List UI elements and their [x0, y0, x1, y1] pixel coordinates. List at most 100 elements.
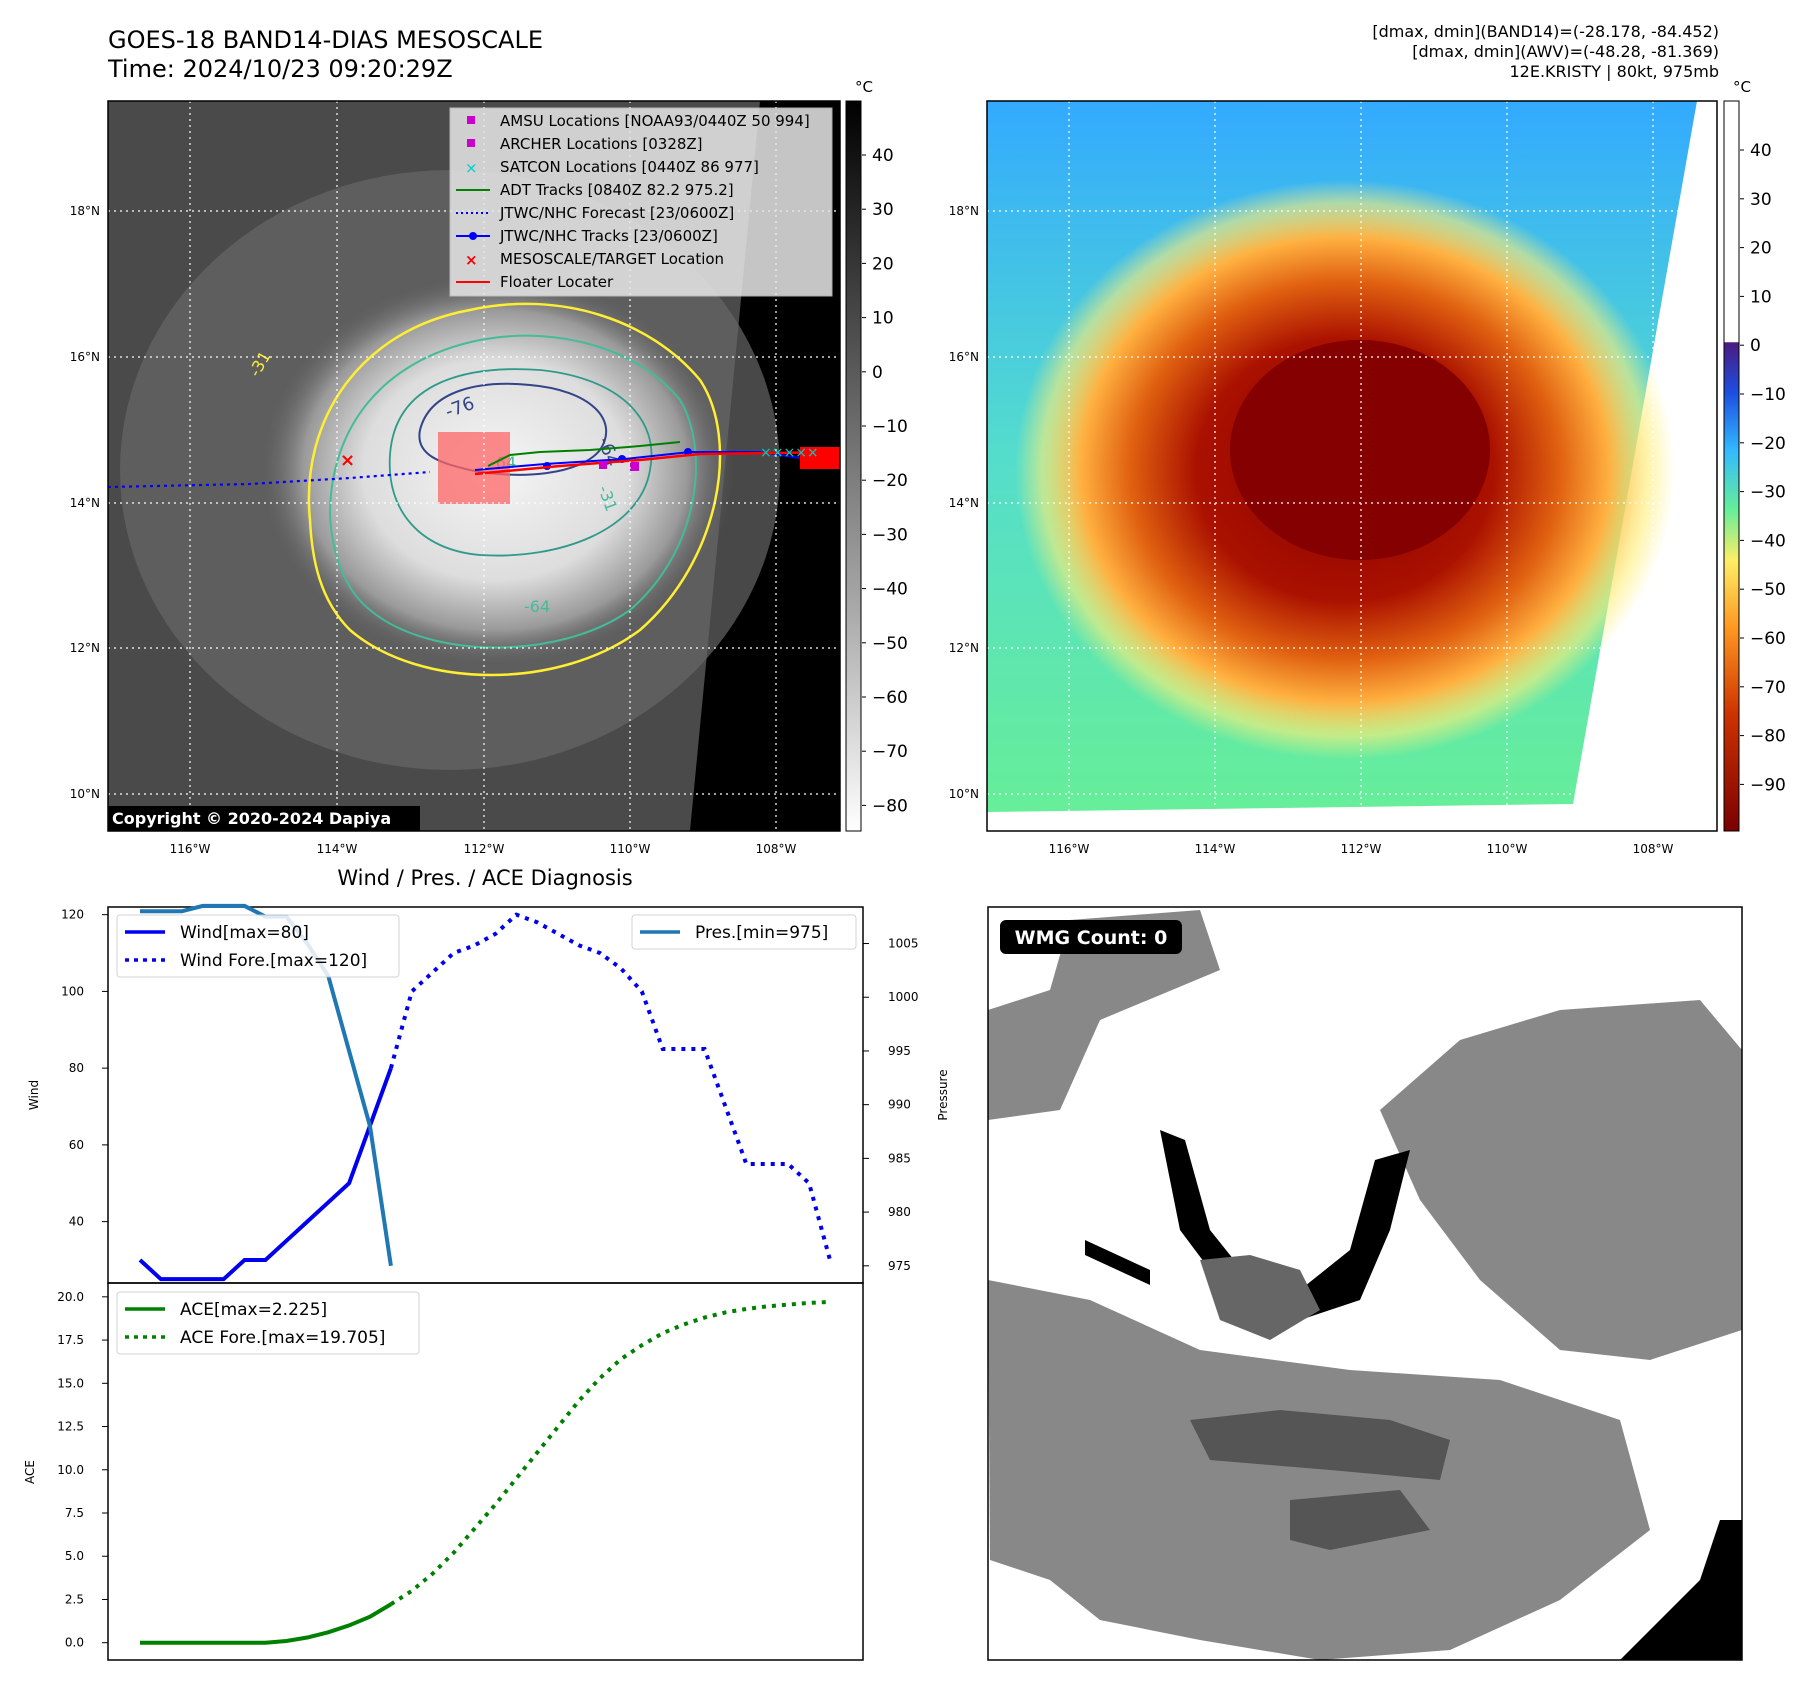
diagnosis-chart: Wind / Pres. / ACE Diagnosis Wind Pressu… — [23, 866, 950, 1661]
wmg-black-eyewall-arm — [1085, 1240, 1150, 1285]
legend-marker-amsu — [467, 116, 475, 124]
colorbar-tick-label: −30 — [1750, 483, 1786, 503]
ace-tick-label: 20.0 — [57, 1290, 84, 1304]
contour-label: -64 — [524, 597, 550, 616]
colorbar-tick-label: 20 — [1750, 239, 1772, 259]
colorbar-tick-label: 0 — [1750, 336, 1761, 356]
colorbar-tick-label: 30 — [1750, 190, 1772, 210]
legend-label: ACE Fore.[max=19.705] — [180, 1328, 385, 1348]
colorbar-tick-label: −50 — [1750, 580, 1786, 600]
ir-legend-box — [449, 107, 833, 297]
wmg-dark-band — [1290, 1490, 1430, 1550]
copyright-bg — [108, 806, 420, 831]
legend-marker-satcon: × — [465, 159, 478, 177]
lat-tick-label: 12°N — [70, 641, 100, 655]
floater-locater — [474, 450, 840, 476]
legend-label: Wind[max=80] — [180, 923, 309, 943]
amsu-marker — [630, 462, 639, 471]
colorbar-tick-label: 40 — [1750, 141, 1772, 161]
awv-storm-core — [1230, 340, 1490, 560]
wmg-gray-right — [1380, 1000, 1742, 1360]
ace-tick-label: 2.5 — [65, 1592, 84, 1606]
legend-label: ACE[max=2.225] — [180, 1300, 327, 1320]
colorbar-tick-label: −60 — [1750, 629, 1786, 649]
ir-contour-teal-inner — [388, 368, 653, 557]
colorbar-tick-label: −20 — [1750, 434, 1786, 454]
lon-tick-label: 108°W — [756, 842, 797, 856]
ir-contour-yellow — [307, 302, 722, 677]
legend-marker-target: × — [465, 251, 478, 269]
lon-tick-label: 116°W — [1049, 842, 1090, 856]
colorbar-tick-label: −30 — [872, 525, 908, 545]
main-title: GOES-18 BAND14-DIAS MESOSCALE Time: 2024… — [108, 26, 543, 84]
wind-tick-label: 80 — [69, 1061, 84, 1075]
lat-tick-label: 18°N — [949, 204, 979, 218]
series-line — [140, 1602, 392, 1645]
lat-tick-label: 10°N — [949, 787, 979, 801]
legend-label: ARCHER Locations [0328Z] — [500, 135, 703, 153]
nhc-forecast-track — [108, 470, 431, 489]
lat-tick-label: 16°N — [949, 350, 979, 364]
info-line-2: [dmax, dmin](AWV)=(-48.28, -81.369) — [1412, 42, 1719, 61]
colorbar-tick-label: −40 — [1750, 531, 1786, 551]
colorbar-tick-label: −90 — [1750, 775, 1786, 795]
lon-tick-label: 114°W — [1195, 842, 1236, 856]
ace-series — [139, 1299, 831, 1645]
colorbar-tick-label: 30 — [872, 200, 894, 220]
colorbar-tick-label: 10 — [872, 309, 894, 329]
ace-ticks: 0.0 2.5 5.0 7.5 10.0 12.5 15.0 17.5 20.0 — [57, 1290, 108, 1650]
awv-gridlines — [987, 101, 1717, 831]
ace-tick-label: 7.5 — [65, 1506, 84, 1520]
lon-tick-label: 110°W — [610, 842, 651, 856]
colorbar-tick-label: −70 — [1750, 678, 1786, 698]
legend-label: SATCON Locations [0440Z 86 977] — [500, 158, 759, 176]
ace-tick-label: 10.0 — [57, 1463, 84, 1477]
wmg-panel: WMG Count: 0 — [987, 906, 1743, 1661]
ace-axes-frame — [107, 1282, 864, 1661]
lat-tick-label: 18°N — [70, 204, 100, 218]
adt-track — [487, 441, 681, 467]
wind-axis-label: Wind — [27, 1080, 41, 1110]
floater-hatch — [800, 447, 840, 469]
legend-label: MESOSCALE/TARGET Location — [500, 250, 724, 268]
colorbar-tick-label: −80 — [1750, 727, 1786, 747]
pressure-tick-label: 995 — [888, 1044, 911, 1058]
wmg-frame — [987, 906, 1743, 1661]
pres-legend-box — [631, 914, 857, 950]
legend-label: AMSU Locations [NOAA93/0440Z 50 994] — [500, 112, 810, 130]
wind-ticks: 40 60 80 100 120 — [61, 908, 108, 1229]
wmg-gray-top — [988, 910, 1220, 1120]
legend-marker-archer — [467, 139, 475, 147]
ir-colorbar-ticks: 40 30 20 10 0 −10 −20 −30 −40 −50 −60 −70 −80 — [862, 146, 908, 816]
mesoscale-target-marker: × — [340, 450, 355, 471]
awv-frame — [986, 100, 1718, 832]
ace-tick-label: 5.0 — [65, 1549, 84, 1563]
wind-tick-label: 40 — [69, 1215, 84, 1229]
ir-frame — [107, 100, 841, 832]
legend-label: Pres.[min=975] — [695, 923, 828, 943]
ace-tick-label: 12.5 — [57, 1420, 84, 1434]
lon-tick-label: 108°W — [1633, 842, 1674, 856]
ir-colorbar-unit: °C — [855, 78, 873, 96]
lat-tick-label: 12°N — [949, 641, 979, 655]
wind-legend-box — [116, 914, 400, 978]
info-line-3: 12E.KRISTY | 80kt, 975mb — [1509, 62, 1720, 81]
wmg-black-corner — [1620, 1520, 1742, 1660]
ir-colorbar: °C 40 30 20 10 0 −10 −20 −30 −40 −50 −60 −70 −80 — [845, 78, 908, 832]
colorbar-tick-label: 10 — [1750, 287, 1772, 307]
colorbar-tick-label: −10 — [1750, 385, 1786, 405]
legend-label: Floater Locater — [500, 273, 614, 291]
ir-legend: AMSU Locations [NOAA93/0440Z 50 994] ARC… — [449, 107, 833, 297]
wind-tick-label: 60 — [69, 1138, 84, 1152]
diagnosis-title: Wind / Pres. / ACE Diagnosis — [337, 866, 632, 890]
archer-marker — [599, 461, 607, 469]
lat-tick-label: 14°N — [70, 496, 100, 510]
lon-tick-label: 110°W — [1487, 842, 1528, 856]
colorbar-tick-label: −50 — [872, 634, 908, 654]
ace-legend: ACE[max=2.225] ACE Fore.[max=19.705] — [116, 1291, 420, 1355]
title-line-1: GOES-18 BAND14-DIAS MESOSCALE — [108, 26, 544, 54]
series-line — [138, 1067, 393, 1282]
wmg-gray-bottom — [988, 1280, 1650, 1660]
lon-tick-label: 112°W — [464, 842, 505, 856]
